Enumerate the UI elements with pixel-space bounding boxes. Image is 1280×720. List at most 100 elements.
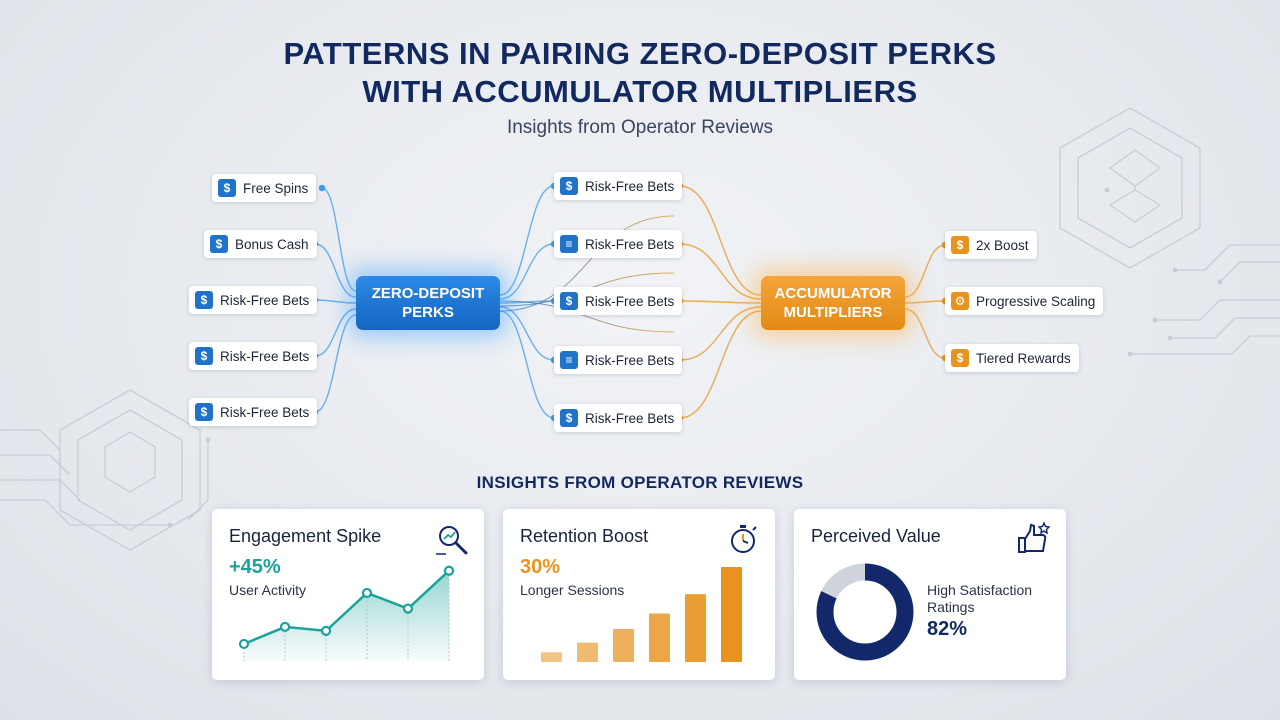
dollar-icon: $ [210,235,228,253]
line-chart-point [279,621,291,633]
line-chart-point [402,603,414,614]
list-icon: ≡ [560,235,578,253]
chip-label: Risk-Free Bets [220,292,310,308]
chip-label: Tiered Rewards [976,350,1071,366]
wire-left [321,187,357,292]
wire-mid-right [679,243,762,300]
perk-chip-free-spins: $ Free Spins [212,174,317,202]
middle-chip-1: $ Risk-Free Bets [554,172,683,200]
page-subtitle: Insights from Operator Reviews [506,117,774,138]
wire-left-mid [499,310,555,419]
perk-chip-risk-free-bets-3: $ Risk-Free Bets [189,398,318,426]
wire-right [904,308,946,359]
retention-bar [685,594,706,662]
hub-line-2: PERKS [402,304,454,321]
hub-line-1: ZERO-DEPOSIT [371,285,485,302]
retention-bar [613,629,634,662]
chip-label: Risk-Free Bets [585,410,675,426]
line-chart-series [243,569,450,646]
dollar-icon: $ [951,236,969,254]
magnifier-chart-icon [436,526,468,555]
wire-left [314,243,357,298]
engagement-card: Engagement Spike +45% User Activity [212,509,484,680]
chip-label: Risk-Free Bets [585,293,675,309]
wire-mid-right [679,300,762,304]
line-chart-point [361,587,373,599]
perceived-value-card: Perceived Value High Satisfaction Rating… [794,509,1066,680]
multiplier-chip-tiered-rewards: $ Tiered Rewards [945,344,1079,372]
dollar-icon: $ [951,349,969,367]
chip-label: Risk-Free Bets [585,352,675,368]
accumulator-multipliers-hub: ACCUMULATOR MULTIPLIERS [761,276,905,330]
wire-mid-right [679,185,762,296]
dollar-icon: $ [218,179,236,197]
retention-card: Retention Boost 30% Longer Sessions [503,509,775,680]
hub-line-2: MULTIPLIERS [783,304,883,321]
zero-deposit-perks-hub: ZERO-DEPOSIT PERKS [356,276,500,330]
chip-label: Bonus Cash [235,236,309,252]
engagement-title: Engagement Spike [229,526,382,546]
chip-label: Risk-Free Bets [585,236,675,252]
wire-left [314,308,357,357]
wire-cross [499,300,675,333]
wire-cross [499,215,675,312]
chip-label: Progressive Scaling [976,293,1096,309]
retention-title: Retention Boost [520,526,649,546]
satisfaction-donut-chart [816,563,914,661]
perceived-title: Perceived Value [811,526,941,546]
wire-left [314,314,357,413]
dollar-icon: $ [560,409,578,427]
wire-left-mid [499,243,555,300]
line-chart-point [238,638,250,650]
perk-chip-risk-free-bets-1: $ Risk-Free Bets [189,286,318,314]
middle-chip-5: $ Risk-Free Bets [554,404,683,432]
perk-chip-risk-free-bets-2: $ Risk-Free Bets [189,342,318,370]
engagement-line-chart [238,565,455,661]
chip-label: 2x Boost [976,237,1029,253]
middle-chip-3: $ Risk-Free Bets [554,287,683,315]
dollar-icon: $ [560,292,578,310]
line-chart-area [244,570,449,661]
retention-bar-chart [541,566,742,662]
thumbs-up-star-icon [1018,521,1051,553]
engagement-metric: +45% [229,556,281,578]
retention-bar [541,652,562,662]
chip-label: Free Spins [243,180,309,196]
page-title-line-1: PATTERNS IN PAIRING ZERO-DEPOSIT PERKS [283,36,997,71]
dollar-icon: $ [560,177,578,195]
retention-metric: 30% [520,556,561,578]
middle-chip-4: ≡ Risk-Free Bets [554,346,683,374]
wire-left [314,299,357,304]
dollar-icon: $ [195,291,213,309]
wire-right [904,244,946,298]
list-icon: ≡ [560,351,578,369]
multiplier-chip-2x-boost: $ 2x Boost [945,231,1037,259]
wire-dot [318,184,326,192]
page-title-line-2: WITH ACCUMULATOR MULTIPLIERS [362,74,918,109]
wire-left-mid [499,185,555,296]
retention-bar [577,642,598,662]
perk-chip-bonus-cash: $ Bonus Cash [204,230,317,258]
middle-chip-2: ≡ Risk-Free Bets [554,230,683,258]
gear-icon: ⚙ [951,292,969,310]
chip-label: Risk-Free Bets [220,348,310,364]
dollar-icon: $ [195,347,213,365]
chip-label: Risk-Free Bets [220,404,310,420]
wire-right [904,300,946,304]
stopwatch-icon [731,525,757,553]
hub-line-1: ACCUMULATOR [774,285,892,302]
wire-mid-right [679,310,762,419]
line-chart-point [320,625,332,636]
line-chart-point [443,565,455,576]
retention-bar [721,566,742,662]
insights-section-title: INSIGHTS FROM OPERATOR REVIEWS [476,473,804,492]
dollar-icon: $ [195,403,213,421]
retention-metric-label: Longer Sessions [520,582,625,598]
satisfaction-label: High Satisfaction Ratings [927,582,1033,615]
chip-label: Risk-Free Bets [585,178,675,194]
engagement-metric-label: User Activity [229,582,307,598]
donut-slice [816,563,914,661]
satisfaction-value: 82% [927,618,968,640]
retention-bar [649,613,670,662]
